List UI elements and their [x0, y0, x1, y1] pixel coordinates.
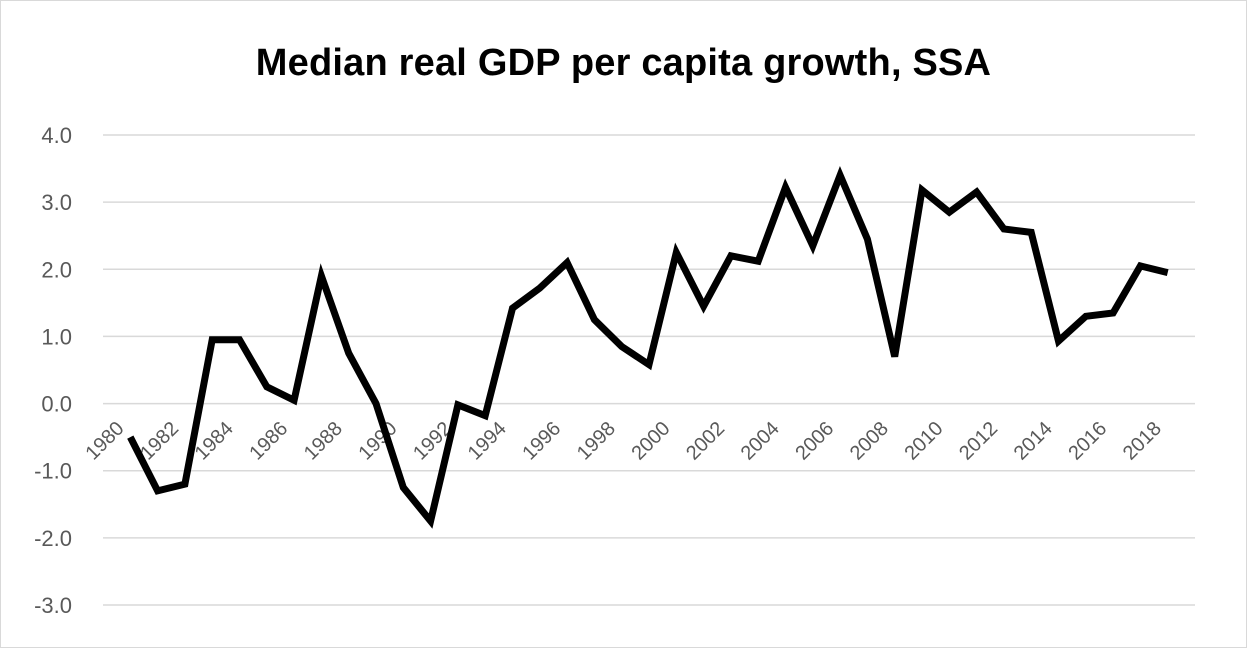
data-point [837, 172, 843, 178]
data-point [619, 344, 625, 350]
y-tick-label: 2.0 [41, 257, 72, 282]
x-tick-label: 2010 [901, 418, 948, 465]
x-tick-label: 2018 [1119, 418, 1166, 465]
data-point [155, 488, 161, 494]
data-point [291, 397, 297, 403]
data-point [318, 273, 324, 279]
data-point [1083, 313, 1089, 319]
x-tick-label: 2016 [1064, 418, 1111, 465]
data-point [646, 362, 652, 368]
data-point [537, 285, 543, 291]
data-point [209, 337, 215, 343]
x-tick-label: 2006 [791, 418, 838, 465]
data-point [810, 243, 816, 249]
x-tick-label: 2000 [628, 418, 675, 465]
data-point [755, 258, 761, 264]
y-axis-tick-labels: 4.0 3.0 2.0 1.0 0.0 -1.0 -2.0 -3.0 [34, 123, 72, 618]
y-tick-label: 0.0 [41, 392, 72, 417]
y-tick-label: 1.0 [41, 324, 72, 349]
data-point [455, 402, 461, 408]
x-tick-label: 1980 [82, 418, 129, 465]
series-line [127, 166, 1169, 529]
x-tick-label: 1998 [573, 418, 620, 465]
data-point [237, 337, 243, 343]
data-point [783, 184, 789, 190]
data-point [510, 305, 516, 311]
data-point [264, 384, 270, 390]
data-point [482, 413, 488, 419]
data-point [1137, 263, 1143, 269]
data-point [892, 354, 898, 360]
x-axis-tick-labels: 1980 1982 1984 1986 1988 1990 1992 1994 1996 1998… [82, 418, 1166, 465]
data-point [564, 260, 570, 266]
gridlines [103, 134, 1195, 606]
data-point [1001, 226, 1007, 232]
data-point [701, 303, 707, 309]
data-point [673, 250, 679, 256]
y-tick-label: 3.0 [41, 190, 72, 215]
y-tick-label: -2.0 [34, 526, 72, 551]
x-tick-label: 2008 [846, 418, 893, 465]
data-point [182, 481, 188, 487]
y-tick-label: -3.0 [34, 593, 72, 618]
data-point [1028, 229, 1034, 235]
series-layer [127, 166, 1171, 529]
y-tick-label: -1.0 [34, 459, 72, 484]
x-tick-label: 1994 [464, 418, 511, 465]
data-point [1056, 338, 1062, 344]
data-point [373, 401, 379, 407]
data-point [919, 187, 925, 193]
x-tick-label: 2004 [737, 418, 784, 465]
x-tick-label: 2002 [682, 418, 729, 465]
x-tick-label: 1988 [300, 418, 347, 465]
x-tick-label: 2012 [955, 418, 1002, 465]
data-point [428, 518, 434, 524]
data-point [1165, 270, 1171, 276]
data-point [400, 485, 406, 491]
data-point [127, 434, 133, 440]
x-tick-label: 1996 [518, 418, 565, 465]
x-tick-label: 2014 [1010, 418, 1057, 465]
x-tick-label: 1986 [245, 418, 292, 465]
data-point [974, 189, 980, 195]
data-point [864, 236, 870, 242]
data-point [591, 317, 597, 323]
data-point [728, 253, 734, 259]
data-point [946, 209, 952, 215]
data-point [1110, 310, 1116, 316]
chart-title: Median real GDP per capita growth, SSA [255, 42, 992, 84]
y-tick-label: 4.0 [41, 123, 72, 148]
data-point [346, 350, 352, 356]
